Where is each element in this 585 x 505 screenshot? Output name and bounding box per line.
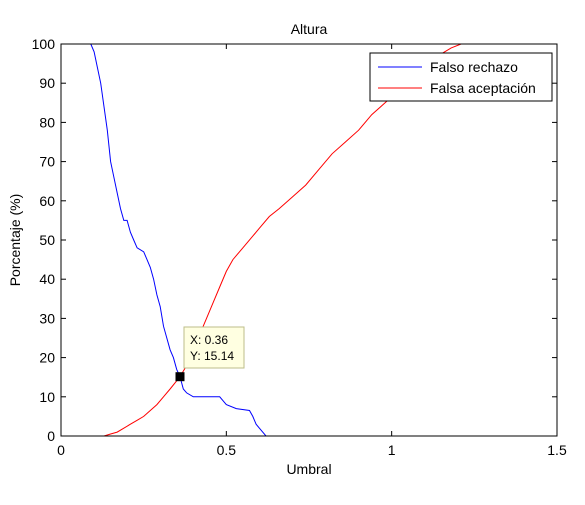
legend-box — [369, 52, 553, 102]
x-tick-label: 1.5 — [547, 442, 567, 458]
chart-title: Altura — [291, 21, 328, 37]
datatip[interactable]: X: 0.36 Y: 15.14 — [175, 326, 245, 382]
legend-label-falsa-aceptacion: Falsa aceptación — [430, 80, 536, 96]
datatip-y-label: Y: 15.14 — [190, 349, 234, 363]
series-line-0 — [61, 43, 557, 437]
legend: Falso rechazo Falsa aceptación — [369, 52, 553, 102]
datatip-x-label: X: 0.36 — [190, 333, 228, 347]
y-tick-label: 100 — [32, 36, 56, 52]
y-tick-label: 40 — [39, 271, 55, 287]
datatip-box — [183, 326, 245, 369]
y-tick-label: 20 — [39, 350, 55, 366]
datatip-marker[interactable] — [175, 372, 185, 382]
y-tick-label: 80 — [39, 114, 55, 130]
y-tick-label: 90 — [39, 75, 55, 91]
y-tick-label: 70 — [39, 154, 55, 170]
legend-label-falso-rechazo: Falso rechazo — [430, 59, 518, 75]
y-tick-label: 0 — [47, 428, 55, 444]
plot-area — [61, 44, 557, 436]
x-tick-label: 0 — [57, 442, 65, 458]
x-tick-label: 0.5 — [217, 442, 237, 458]
x-tick-label: 1 — [388, 442, 396, 458]
y-tick-label: 10 — [39, 389, 55, 405]
y-tick-label: 60 — [39, 193, 55, 209]
y-axis-label: Porcentaje (%) — [7, 194, 23, 287]
y-tick-label: 50 — [39, 232, 55, 248]
y-tick-label: 30 — [39, 310, 55, 326]
x-axis-label: Umbral — [286, 461, 331, 477]
